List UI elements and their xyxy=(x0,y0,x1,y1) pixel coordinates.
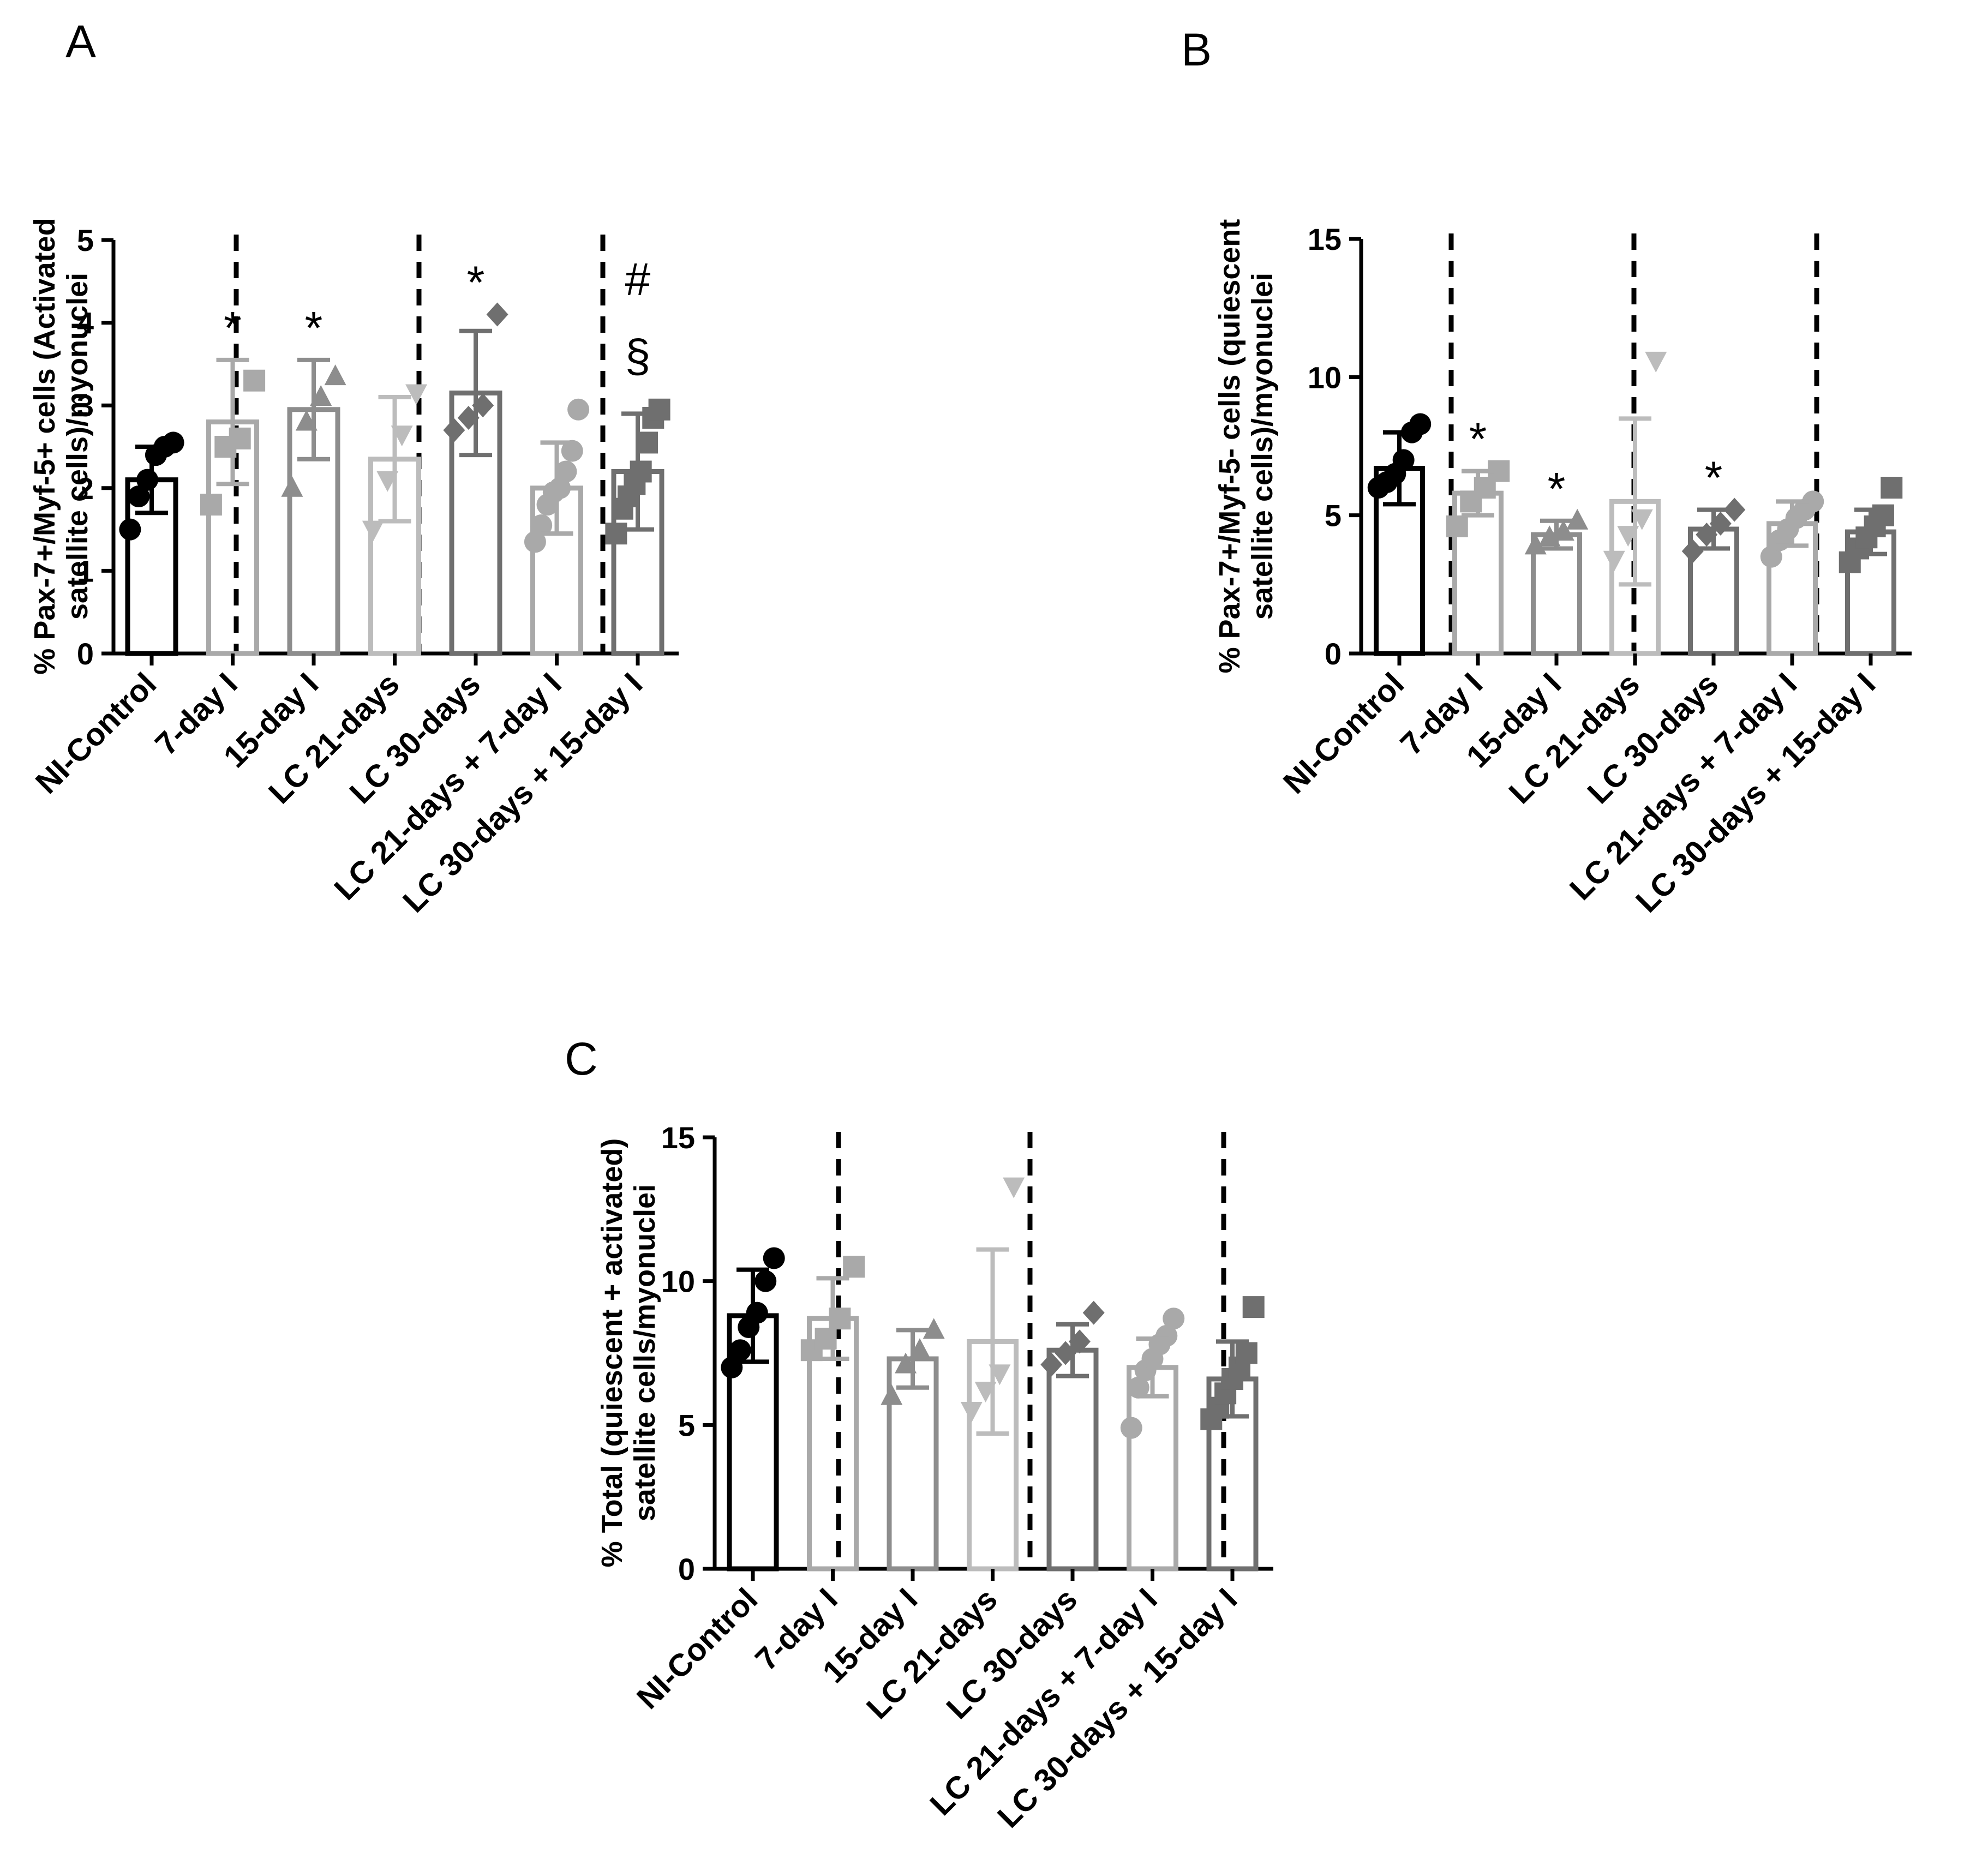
data-point xyxy=(549,477,571,499)
significance-marker: * xyxy=(305,302,323,353)
significance-marker: § xyxy=(625,330,651,381)
data-point xyxy=(1802,490,1824,513)
data-point xyxy=(1155,1324,1178,1347)
y-tick-label: 0 xyxy=(678,1552,695,1586)
y-tick-label: 5 xyxy=(678,1408,695,1442)
y-tick-label: 2 xyxy=(77,471,94,506)
data-point xyxy=(555,460,577,483)
y-tick-label: 0 xyxy=(1325,637,1342,671)
significance-marker: * xyxy=(1548,463,1566,514)
y-axis-title: % Total (quiescent + activated) xyxy=(596,1138,628,1568)
data-point xyxy=(923,1318,945,1339)
data-point xyxy=(486,302,508,327)
data-point xyxy=(843,1256,865,1278)
data-point xyxy=(881,1384,903,1405)
data-point xyxy=(1645,351,1667,373)
panel-label: B xyxy=(1181,24,1212,75)
panel-label: A xyxy=(65,16,96,67)
data-point xyxy=(1603,550,1625,572)
data-point xyxy=(200,494,222,516)
data-point xyxy=(729,1339,751,1362)
data-point xyxy=(243,369,266,392)
data-point xyxy=(1409,413,1432,435)
data-point xyxy=(763,1247,785,1269)
y-axis-title: satellite cells)/myonuclei xyxy=(1246,273,1279,620)
y-tick-label: 15 xyxy=(1308,222,1342,256)
data-point xyxy=(1760,545,1782,568)
y-axis-title: satellite cells/myonuclei xyxy=(628,1184,661,1521)
y-tick-label: 0 xyxy=(77,637,94,671)
y-axis-title: % Pax-7+/Myf-5+ cells (Activated xyxy=(28,218,61,674)
y-tick-label: 10 xyxy=(661,1264,695,1299)
data-point xyxy=(1723,497,1746,522)
panel-label: C xyxy=(565,1033,598,1084)
data-point xyxy=(530,514,553,537)
data-point xyxy=(746,1302,768,1324)
data-point xyxy=(119,518,141,541)
data-point xyxy=(362,520,384,542)
y-tick-label: 1 xyxy=(77,554,94,588)
significance-marker: # xyxy=(625,254,651,305)
data-point xyxy=(443,418,465,442)
data-point xyxy=(1235,1342,1258,1364)
significance-marker: * xyxy=(1705,452,1723,503)
data-point xyxy=(561,440,583,462)
data-point xyxy=(648,398,670,421)
data-point xyxy=(1163,1308,1185,1330)
y-tick-label: 3 xyxy=(77,388,94,423)
y-axis-title: satellite cells)/myonuclei xyxy=(61,273,94,620)
significance-marker: * xyxy=(467,256,485,308)
data-point xyxy=(1681,539,1704,563)
data-point xyxy=(1003,1177,1025,1198)
data-point xyxy=(1881,477,1903,499)
y-tick-label: 4 xyxy=(77,306,94,340)
data-point xyxy=(1120,1417,1142,1439)
data-point xyxy=(1446,515,1468,537)
data-point xyxy=(136,469,159,491)
data-point xyxy=(128,485,150,507)
data-point xyxy=(1566,508,1589,530)
y-tick-label: 10 xyxy=(1308,360,1342,394)
data-point xyxy=(1392,449,1415,471)
data-point xyxy=(755,1270,777,1292)
y-tick-label: 5 xyxy=(77,223,94,257)
data-point xyxy=(405,384,428,405)
y-tick-label: 5 xyxy=(1325,499,1342,533)
y-tick-label: 15 xyxy=(661,1120,695,1155)
significance-marker: * xyxy=(224,302,242,353)
data-point xyxy=(1242,1296,1265,1318)
data-point xyxy=(524,531,546,553)
data-point xyxy=(324,364,346,386)
data-point xyxy=(1127,1376,1149,1399)
data-point xyxy=(281,476,303,497)
significance-marker: * xyxy=(1469,413,1487,465)
data-point xyxy=(567,398,590,421)
data-point xyxy=(162,431,184,454)
data-point xyxy=(1082,1300,1105,1325)
data-point xyxy=(960,1401,983,1423)
data-point xyxy=(605,523,627,545)
data-point xyxy=(1040,1352,1063,1377)
data-point xyxy=(630,460,652,483)
y-axis-title: % Pax-7+/Myf-5- cells (quiescent xyxy=(1213,219,1246,674)
